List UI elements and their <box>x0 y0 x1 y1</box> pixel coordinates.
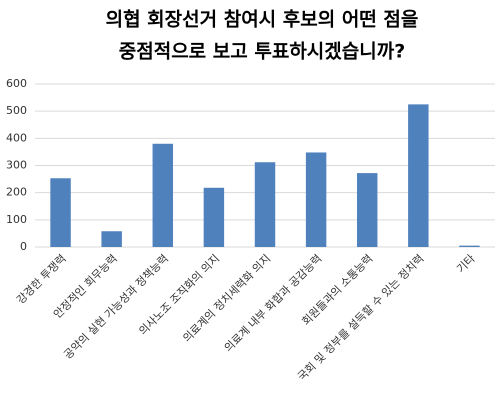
y-tick-label: 600 <box>6 77 27 90</box>
y-tick-label: 100 <box>6 213 27 226</box>
x-tick-label: 공약의 실현 가능성과 정책능력 <box>61 251 171 361</box>
bar <box>459 245 480 247</box>
x-tick-label: 의료계 내부 화합과 공감능력 <box>222 252 324 354</box>
chart-title: 중점적으로 보고 투표하시겠습니까? <box>119 41 405 63</box>
y-tick-label: 0 <box>20 240 27 253</box>
x-tick-label: 의료계의 정치세력화 의지 <box>180 252 273 345</box>
y-tick-label: 300 <box>6 159 27 172</box>
bar <box>408 104 429 247</box>
bar <box>101 231 122 247</box>
bar <box>254 162 276 247</box>
bar <box>305 152 327 247</box>
y-tick-label: 400 <box>6 131 27 144</box>
x-tick-label: 기타 <box>454 252 478 276</box>
chart-title: 의협 회장선거 참여시 후보의 어떤 점을 <box>106 9 419 31</box>
bar <box>50 178 71 247</box>
bar <box>357 173 378 247</box>
y-tick-label: 200 <box>6 186 27 199</box>
y-tick-label: 500 <box>6 104 27 117</box>
bar <box>203 187 225 247</box>
bar <box>152 143 173 247</box>
x-tick-label: 강경한 투쟁력 <box>14 252 69 307</box>
